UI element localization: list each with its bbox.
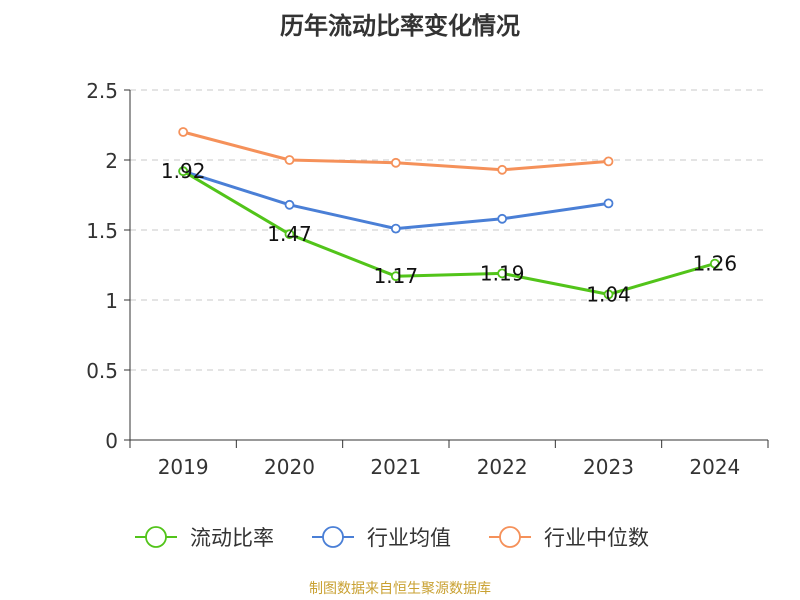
data-point — [284, 199, 295, 210]
source-note: 制图数据来自恒生聚源数据库 — [309, 581, 491, 597]
series-line — [182, 169, 716, 296]
data-label: 1.19 — [480, 261, 525, 285]
x-tick-label: 2024 — [689, 455, 740, 479]
data-label: 1.17 — [374, 264, 419, 288]
data-point — [178, 127, 189, 137]
data-point — [390, 223, 401, 234]
data-point — [497, 164, 508, 175]
y-tick-label: 2.5 — [86, 79, 118, 103]
legend-marker — [322, 526, 344, 548]
series-line — [182, 169, 609, 231]
data-point — [497, 213, 508, 224]
legend-marker — [499, 526, 521, 548]
data-point — [709, 258, 720, 269]
data-label: 1.26 — [693, 252, 738, 276]
y-tick-label: 0 — [105, 429, 118, 453]
data-point — [390, 157, 401, 168]
chart-title: 历年流动比率变化情况 — [280, 12, 520, 40]
x-tick-label: 2022 — [477, 455, 528, 479]
legend-label: 行业均值 — [367, 526, 451, 550]
data-point — [284, 155, 295, 165]
y-tick-label: 1.5 — [86, 219, 118, 243]
x-tick-label: 2023 — [583, 455, 634, 479]
x-tick-label: 2021 — [370, 455, 421, 479]
data-label: 1.47 — [267, 222, 312, 246]
legend-label: 行业中位数 — [544, 526, 649, 550]
x-tick-label: 2020 — [264, 455, 315, 479]
data-point — [603, 156, 614, 167]
data-point — [603, 289, 614, 300]
data-point — [497, 268, 508, 279]
data-label: 1.04 — [586, 282, 631, 306]
data-label: 1.92 — [161, 159, 206, 183]
legend-marker — [145, 526, 167, 548]
legend-label: 流动比率 — [190, 526, 274, 550]
y-tick-label: 0.5 — [86, 359, 118, 383]
x-tick-label: 2019 — [158, 455, 209, 479]
data-point — [390, 271, 401, 282]
data-point — [284, 229, 295, 240]
data-point — [603, 198, 614, 209]
y-tick-label: 1 — [105, 289, 118, 313]
data-point — [178, 166, 189, 177]
y-tick-label: 2 — [105, 149, 118, 173]
